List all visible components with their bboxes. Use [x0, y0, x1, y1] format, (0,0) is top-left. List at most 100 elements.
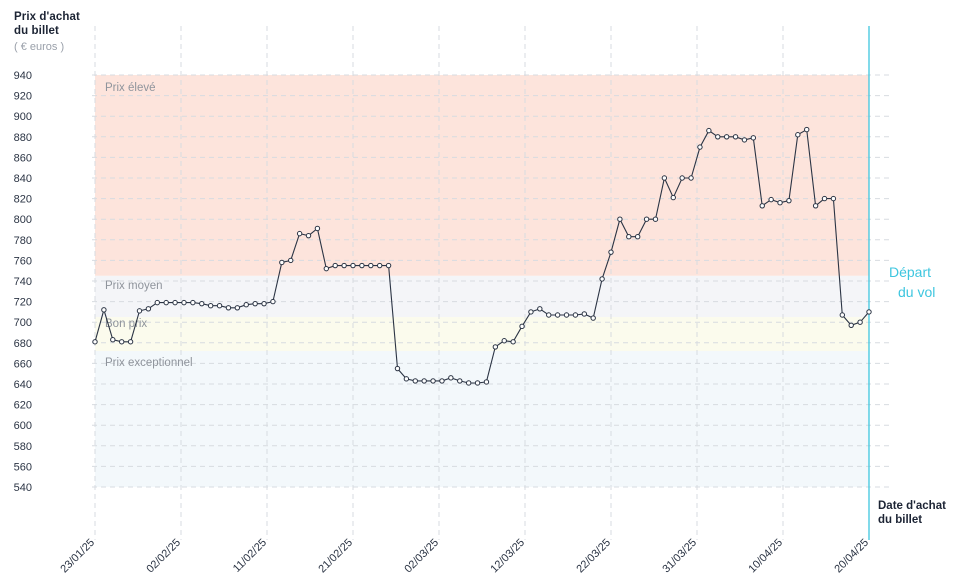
- price-point: [225, 305, 232, 311]
- departure-label: Départ du vol: [889, 262, 935, 302]
- y-tick-label: 540: [14, 482, 32, 494]
- price-point: [243, 301, 249, 308]
- price-point: [118, 339, 125, 345]
- price-point: [732, 134, 739, 140]
- y-tick-label: 800: [14, 214, 32, 226]
- price-point: [385, 262, 392, 269]
- price-point: [350, 262, 356, 269]
- y-tick-label: 700: [14, 317, 32, 329]
- y-tick-label: 640: [14, 379, 32, 391]
- price-point: [270, 298, 276, 305]
- band-0: [95, 75, 869, 276]
- x-axis-title-line2: du billet: [878, 514, 923, 526]
- x-tick-label: 23/01/25: [58, 537, 97, 576]
- price-point: [261, 300, 267, 307]
- y-tick-label: 920: [14, 91, 32, 103]
- x-axis-title-line1: Date d'achat: [878, 500, 946, 512]
- price-point: [670, 194, 676, 201]
- price-point: [617, 216, 623, 222]
- price-point: [581, 311, 588, 317]
- y-tick-label: 880: [14, 132, 32, 144]
- price-bands: [95, 75, 869, 487]
- y-tick-label: 680: [14, 338, 32, 350]
- price-point: [341, 262, 347, 269]
- price-point: [821, 195, 828, 202]
- price-point: [305, 232, 312, 239]
- price-point: [110, 337, 116, 343]
- price-point: [634, 234, 641, 240]
- price-point: [92, 339, 98, 345]
- price-point: [279, 259, 285, 266]
- price-point: [154, 299, 160, 306]
- price-point: [359, 262, 365, 269]
- price-point: [723, 134, 730, 140]
- price-point: [430, 378, 436, 384]
- price-point: [483, 379, 490, 385]
- price-point: [537, 306, 543, 312]
- band-3: [95, 351, 869, 487]
- price-point: [474, 380, 481, 386]
- price-point: [288, 257, 294, 264]
- price-point: [528, 309, 534, 315]
- band-label-3: Prix exceptionnel: [105, 357, 193, 369]
- price-point: [679, 175, 685, 181]
- price-point: [759, 203, 765, 209]
- chart-grid: [92, 26, 890, 540]
- price-point: [216, 303, 223, 309]
- price-point: [136, 308, 143, 314]
- price-point: [448, 375, 454, 381]
- x-tick-label: 12/03/25: [488, 537, 527, 576]
- price-point: [394, 365, 401, 372]
- price-point: [403, 376, 410, 382]
- price-point: [554, 312, 561, 318]
- price-point: [376, 262, 383, 269]
- y-tick-label: 820: [14, 194, 32, 206]
- price-point: [163, 299, 169, 306]
- price-point: [804, 126, 810, 133]
- x-tick-label: 21/02/25: [316, 537, 355, 576]
- price-point: [857, 319, 863, 325]
- price-point: [830, 195, 837, 202]
- band-1: [95, 275, 869, 318]
- price-point: [688, 175, 694, 181]
- y-tick-label: 740: [14, 276, 32, 288]
- price-point: [234, 305, 241, 311]
- y-tick-label: 580: [14, 441, 32, 453]
- price-point: [643, 216, 650, 222]
- y-axis-title: Prix d'achat du billet: [14, 10, 80, 38]
- price-point: [599, 276, 605, 282]
- x-tick-label: 20/04/25: [832, 537, 871, 576]
- y-tick-label: 620: [14, 400, 32, 412]
- x-tick-label: 31/03/25: [660, 537, 699, 576]
- band-labels: Prix élevé Prix moyen Bon prix Prix excepti…: [105, 82, 193, 369]
- departure-label-line1: Départ: [889, 264, 932, 280]
- price-point: [519, 323, 525, 330]
- price-point: [510, 339, 516, 345]
- x-tick-label: 02/02/25: [144, 537, 183, 576]
- price-point: [563, 312, 570, 318]
- price-point: [207, 303, 214, 309]
- band-2: [95, 317, 869, 352]
- price-series-line: [94, 128, 870, 384]
- price-point: [741, 137, 748, 143]
- price-point: [368, 262, 374, 269]
- price-point: [608, 249, 614, 255]
- price-point: [172, 299, 178, 306]
- x-tick-label: 11/02/25: [231, 537, 269, 575]
- y-axis-title-line1: Prix d'achat: [14, 11, 80, 23]
- price-point: [190, 299, 196, 306]
- y-tick-label: 840: [14, 173, 32, 185]
- price-point: [866, 309, 872, 315]
- price-point: [332, 262, 338, 269]
- price-points: [92, 126, 872, 386]
- price-point: [501, 338, 507, 344]
- price-point: [314, 225, 321, 232]
- price-point: [750, 135, 757, 141]
- x-axis-title: Date d'achat du billet: [878, 499, 946, 527]
- y-tick-label: 940: [14, 70, 32, 82]
- y-tick-label: 660: [14, 358, 32, 370]
- price-point: [706, 127, 712, 134]
- x-tick-label: 10/04/25: [746, 537, 785, 576]
- band-label-1: Prix moyen: [105, 280, 163, 292]
